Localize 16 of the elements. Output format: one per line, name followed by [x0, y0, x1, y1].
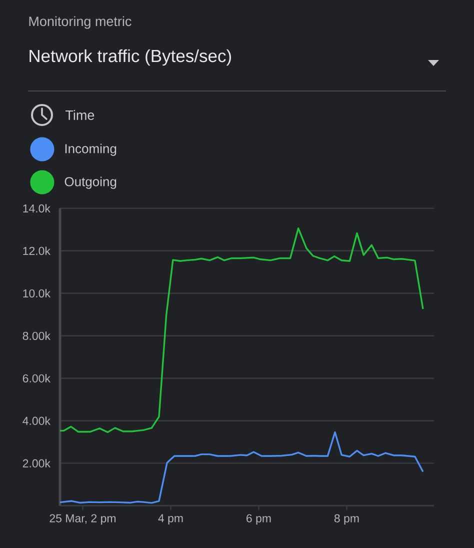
text: Time: [66, 110, 94, 120]
x-tick-label: 8 pm: [334, 514, 359, 525]
text: Monitoring metric: [29, 16, 132, 29]
y-tick-label: 2.00k: [22, 458, 50, 468]
y-tick-label: 10.0k: [23, 289, 50, 298]
chart-title: Network traffic (Bytes/sec): [30, 49, 231, 66]
legend-label: Incoming: [65, 144, 116, 156]
legend-label: Outgoing: [64, 176, 116, 189]
y-tick-label: 6.00k: [22, 374, 50, 382]
y-tick-label: 8.00k: [22, 332, 50, 340]
y-tick-label: 4.00k: [22, 416, 50, 425]
y-tick-label: 12.0k: [23, 246, 50, 255]
x-tick-label: 25 Mar, 2 pm: [50, 514, 116, 525]
y-tick-label: 14.0k: [23, 204, 50, 213]
x-tick-label: 4 pm: [158, 514, 183, 525]
x-tick-label: 6 pm: [246, 514, 271, 525]
